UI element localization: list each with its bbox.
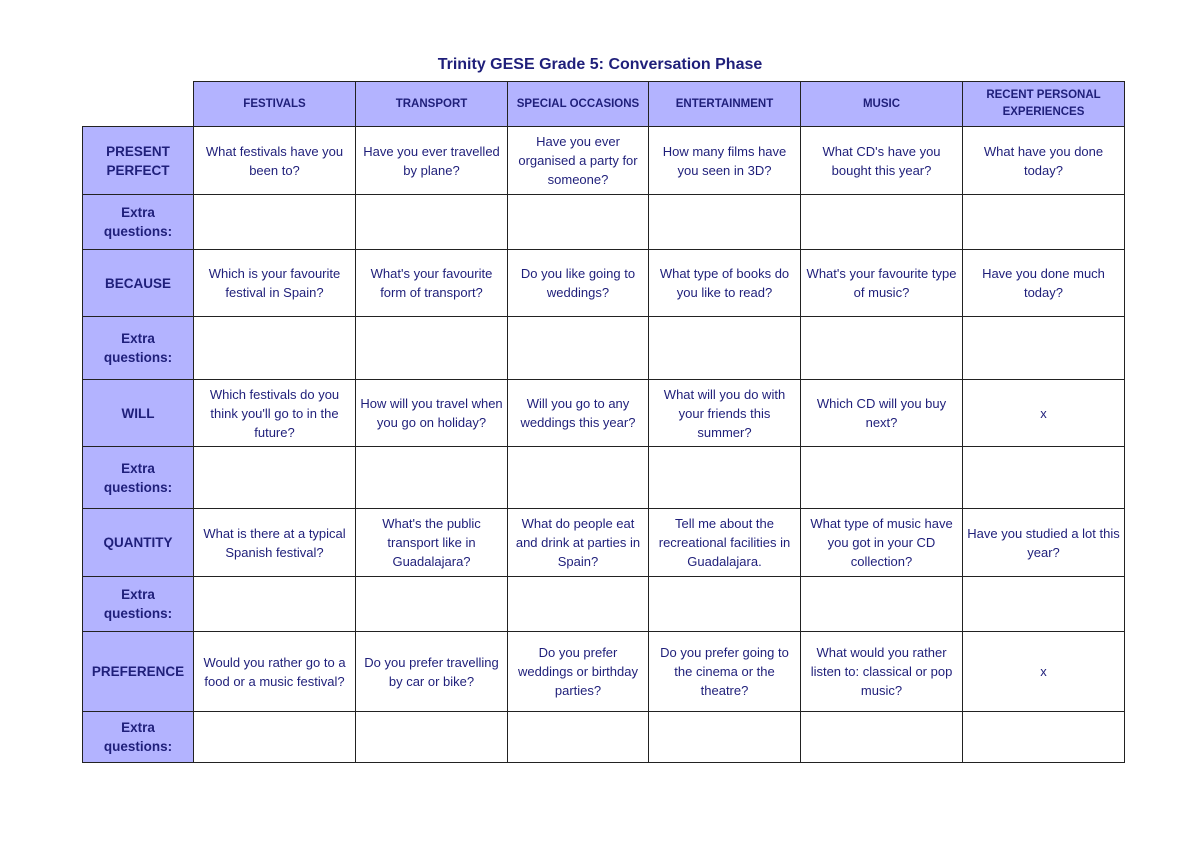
question-cell: x xyxy=(962,379,1125,447)
row-header: QUANTITY xyxy=(82,508,194,577)
question-cell: Have you studied a lot this year? xyxy=(962,508,1125,577)
question-cell: How will you travel when you go on holid… xyxy=(355,379,508,447)
question-cell xyxy=(648,316,801,380)
question-cell: Tell me about the recreational facilitie… xyxy=(648,508,801,577)
question-cell xyxy=(800,576,963,632)
column-header: TRANSPORT xyxy=(355,81,508,127)
question-cell: Do you like going to weddings? xyxy=(507,249,649,317)
question-cell: Which is your favourite festival in Spai… xyxy=(193,249,356,317)
question-cell xyxy=(355,711,508,763)
column-header: RECENT PERSONAL EXPERIENCES xyxy=(962,81,1125,127)
question-cell xyxy=(355,194,508,250)
row-header: Extra questions: xyxy=(82,316,194,380)
question-cell xyxy=(507,194,649,250)
question-cell xyxy=(648,194,801,250)
question-cell: What festivals have you been to? xyxy=(193,126,356,195)
question-cell xyxy=(800,711,963,763)
question-cell: What do people eat and drink at parties … xyxy=(507,508,649,577)
corner-cell xyxy=(82,81,194,127)
question-cell: x xyxy=(962,631,1125,712)
question-cell: What have you done today? xyxy=(962,126,1125,195)
question-cell: Would you rather go to a food or a music… xyxy=(193,631,356,712)
table-row: Extra questions: xyxy=(82,194,1125,250)
question-cell xyxy=(193,316,356,380)
question-cell xyxy=(962,711,1125,763)
question-cell xyxy=(193,711,356,763)
row-header: Extra questions: xyxy=(82,446,194,509)
question-cell: What's your favourite form of transport? xyxy=(355,249,508,317)
question-cell xyxy=(193,576,356,632)
question-cell xyxy=(193,194,356,250)
row-header: Extra questions: xyxy=(82,576,194,632)
table-row: BECAUSE Which is your favourite festival … xyxy=(82,249,1125,317)
question-cell: What's your favourite type of music? xyxy=(800,249,963,317)
question-cell xyxy=(648,576,801,632)
question-cell: Do you prefer travelling by car or bike? xyxy=(355,631,508,712)
table-row: PRESENT PERFECT What festivals have you b… xyxy=(82,126,1125,195)
row-header: PRESENT PERFECT xyxy=(82,126,194,195)
conversation-table: FESTIVALS TRANSPORT SPECIAL OCCASIONS ENTER… xyxy=(82,81,1125,763)
question-cell xyxy=(507,576,649,632)
table-row: QUANTITY What is there at a typical Spani… xyxy=(82,508,1125,577)
question-cell xyxy=(962,576,1125,632)
question-cell xyxy=(962,446,1125,509)
column-header: SPECIAL OCCASIONS xyxy=(507,81,649,127)
question-cell xyxy=(507,711,649,763)
question-cell: What CD's have you bought this year? xyxy=(800,126,963,195)
question-cell: What will you do with your friends this … xyxy=(648,379,801,447)
question-cell xyxy=(648,711,801,763)
question-cell: What type of books do you like to read? xyxy=(648,249,801,317)
question-cell xyxy=(355,446,508,509)
row-header: PREFERENCE xyxy=(82,631,194,712)
question-cell xyxy=(800,316,963,380)
column-header: ENTERTAINMENT xyxy=(648,81,801,127)
question-cell: What type of music have you got in your … xyxy=(800,508,963,577)
question-cell: Have you done much today? xyxy=(962,249,1125,317)
table-row: Extra questions: xyxy=(82,316,1125,380)
question-cell: How many films have you seen in 3D? xyxy=(648,126,801,195)
question-cell xyxy=(355,316,508,380)
question-cell xyxy=(800,446,963,509)
table-row: PREFERENCE Would you rather go to a food … xyxy=(82,631,1125,712)
table-row: Extra questions: xyxy=(82,576,1125,632)
question-cell xyxy=(800,194,963,250)
row-header: BECAUSE xyxy=(82,249,194,317)
question-cell: Will you go to any weddings this year? xyxy=(507,379,649,447)
table-row: Extra questions: xyxy=(82,711,1125,763)
question-cell: What's the public transport like in Guad… xyxy=(355,508,508,577)
question-cell: Do you prefer weddings or birthday parti… xyxy=(507,631,649,712)
table-row: Extra questions: xyxy=(82,446,1125,509)
row-header: Extra questions: xyxy=(82,711,194,763)
question-cell: What would you rather listen to: classic… xyxy=(800,631,963,712)
question-cell: Which festivals do you think you'll go t… xyxy=(193,379,356,447)
question-cell: Which CD will you buy next? xyxy=(800,379,963,447)
question-cell: Have you ever organised a party for some… xyxy=(507,126,649,195)
question-cell xyxy=(507,446,649,509)
question-cell xyxy=(962,194,1125,250)
question-cell xyxy=(507,316,649,380)
question-cell xyxy=(355,576,508,632)
question-cell: Have you ever travelled by plane? xyxy=(355,126,508,195)
row-header: Extra questions: xyxy=(82,194,194,250)
page-title: Trinity GESE Grade 5: Conversation Phase xyxy=(437,56,763,73)
column-header: MUSIC xyxy=(800,81,963,127)
row-header: WILL xyxy=(82,379,194,447)
table-row: WILL Which festivals do you think you'll … xyxy=(82,379,1125,447)
question-cell: Do you prefer going to the cinema or the… xyxy=(648,631,801,712)
question-cell xyxy=(193,446,356,509)
question-cell xyxy=(962,316,1125,380)
question-cell: What is there at a typical Spanish festi… xyxy=(193,508,356,577)
question-cell xyxy=(648,446,801,509)
column-header: FESTIVALS xyxy=(193,81,356,127)
